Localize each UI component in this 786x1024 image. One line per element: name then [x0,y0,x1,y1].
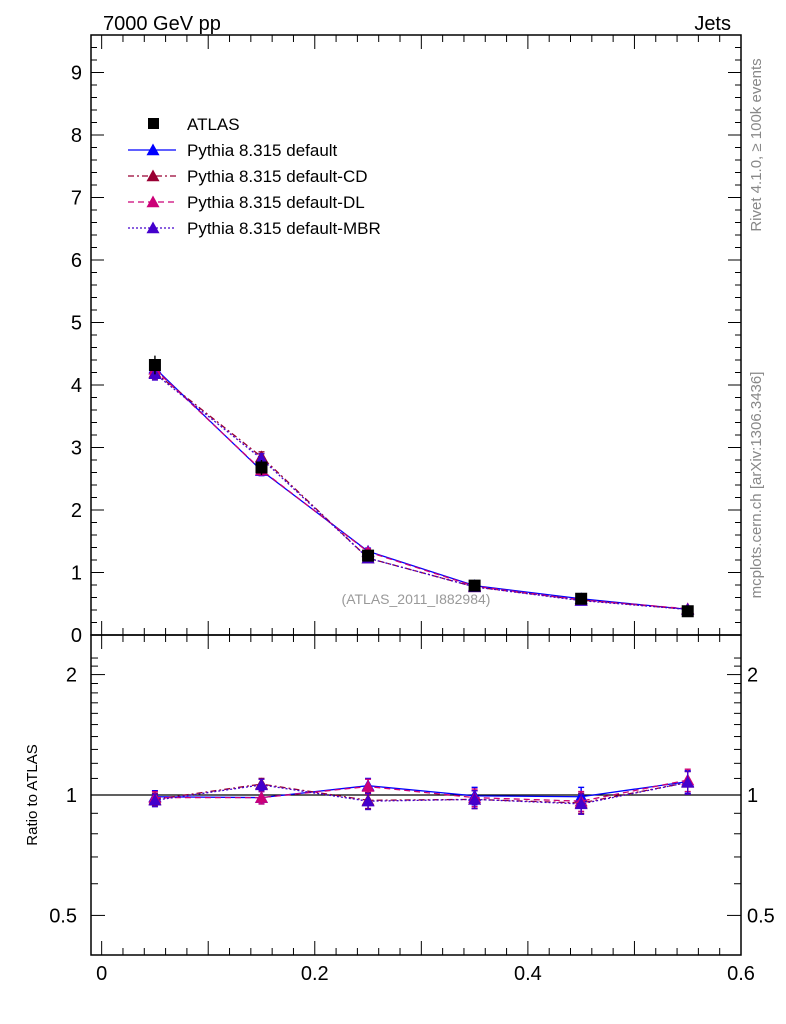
atlas-data-point [148,359,161,371]
ratio-x-tick-label: 0.2 [301,963,329,985]
ratio-y-tick-label-right: 2 [747,665,758,687]
atlas-data-point [362,549,375,562]
atlas-data-layer [148,355,694,618]
mcplots-label: mcplots.cern.ch [arXiv:1306.3436] [748,372,765,599]
main-y-tick-label: 6 [71,250,82,272]
ratio-series-line [154,780,688,799]
atlas-data-point [575,592,588,605]
ratio-y-tick-label: 1 [66,785,77,807]
atlas-data-point [468,579,481,592]
main-series-line [154,368,688,610]
ratio-series-marker [254,791,268,803]
ratio-y-tick-label-right: 1 [747,785,758,807]
ratio-series-marker [148,793,162,806]
header-energy-label: 7000 GeV pp [103,13,221,35]
rivet-version-label: Rivet 4.1.0, ≥ 100k events [748,58,765,231]
ratio-x-tick-label: 0 [96,963,107,985]
ratio-panel: 0.5 0.5 1 1 2 2 0 0.2 0.4 0.6 [49,634,775,985]
ratio-series-marker [574,797,588,810]
ratio-series-line [154,781,688,805]
legend-marker [146,221,160,234]
ratio-series-line [154,779,688,802]
atlas-data-point [255,461,268,474]
main-y-ticks: 0 1 2 3 4 5 6 7 8 9 [71,34,741,647]
legend-label-atlas: ATLAS [187,115,240,134]
ratio-y-tick-label-right: 0.5 [747,905,775,927]
ratio-series-marker [468,792,482,805]
legend-marker [146,169,160,182]
ratio-x-tick-label: 0.4 [514,963,542,985]
ratio-y-tick-label: 0.5 [49,905,77,927]
main-y-tick-label: 5 [71,313,82,335]
ratio-x-ticks: 0 0.2 0.4 0.6 [96,635,755,985]
legend-marker-atlas [148,118,159,129]
legend-marker [146,195,160,208]
legend-label: Pythia 8.315 default-CD [187,167,368,186]
ratio-y-tick-label: 2 [66,665,77,687]
main-y-tick-label: 9 [71,63,82,85]
main-y-tick-label: 3 [71,438,82,460]
main-y-tick-label: 7 [71,188,82,210]
ratio-x-tick-label: 0.6 [727,963,755,985]
legend: ATLAS Pythia 8.315 default Pythia 8.315 de… [128,115,381,238]
legend-marker [146,143,160,156]
ratio-y-axis-label: Ratio to ATLAS [24,744,41,845]
main-y-tick-label: 4 [71,375,82,397]
main-y-tick-label: 2 [71,500,82,522]
main-series-marker [254,452,268,464]
main-y-tick-label: 1 [71,563,82,585]
atlas-data-point [681,605,694,618]
main-x-ticks [101,35,742,635]
main-series-line [154,373,688,611]
legend-label: Pythia 8.315 default-DL [187,193,365,212]
main-panel: 0 1 2 3 4 5 6 7 8 9 [71,34,742,647]
ratio-series-layer [148,768,695,815]
main-y-tick-label: 0 [71,625,82,647]
analysis-label: (ATLAS_2011_I882984) [342,591,491,607]
ratio-y-ticks: 0.5 0.5 1 1 2 2 [49,657,775,927]
legend-label: Pythia 8.315 default [187,141,338,160]
legend-label: Pythia 8.315 default-MBR [187,219,381,238]
ratio-series-marker [361,794,375,807]
main-y-tick-label: 8 [71,125,82,147]
ratio-series-marker [681,775,695,788]
ratio-series-marker [361,780,375,792]
ratio-series-marker [254,778,268,791]
header-jets-label: Jets [694,13,731,35]
